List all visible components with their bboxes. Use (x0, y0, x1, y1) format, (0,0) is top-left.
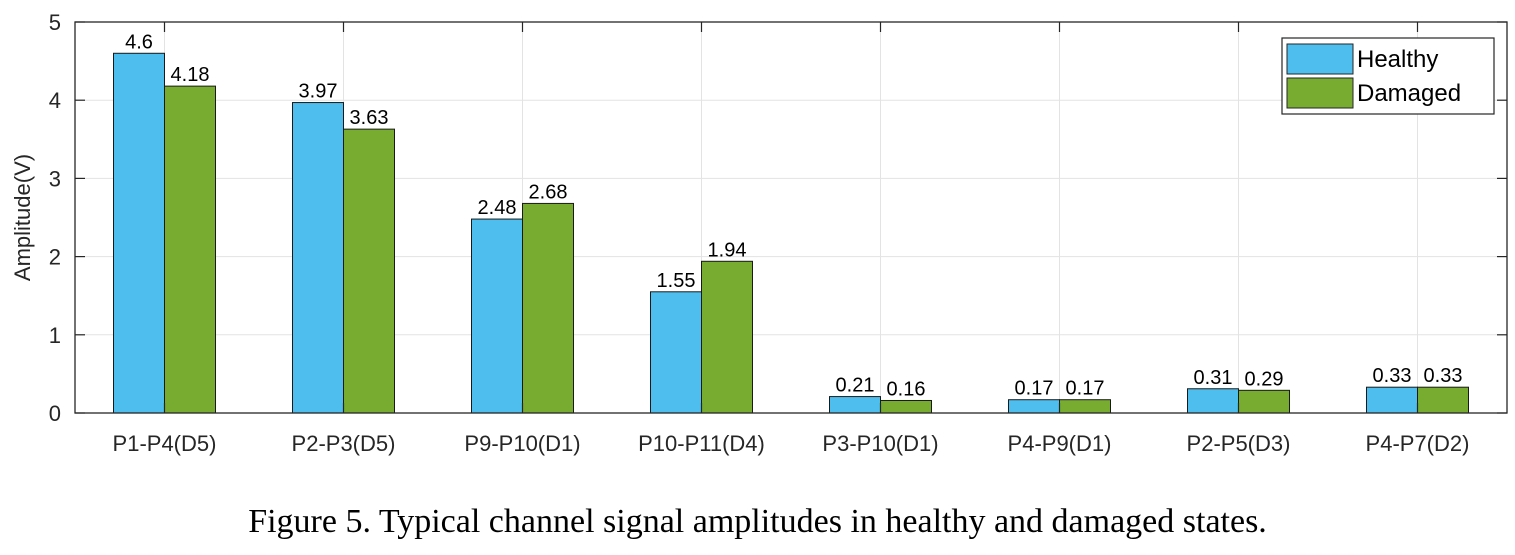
legend-swatch-damaged (1286, 77, 1354, 109)
bar-label-damaged-8: 0.33 (1424, 365, 1463, 387)
bar-label-healthy-6: 0.17 (1015, 378, 1054, 400)
bar-label-healthy-1: 4.6 (125, 31, 153, 53)
bar-label-healthy-5: 0.21 (836, 375, 875, 397)
y-tick-label: 2 (49, 245, 61, 270)
bar-damaged-8 (1417, 386, 1469, 414)
bar-healthy-1 (113, 52, 165, 414)
bar-damaged-6 (1059, 399, 1111, 414)
bar-damaged-3 (522, 202, 574, 414)
figure-caption: Figure 5. Typical channel signal amplitu… (248, 503, 1267, 540)
bar-damaged-2 (343, 128, 395, 414)
bar-label-damaged-3: 2.68 (529, 181, 568, 203)
bar-healthy-6 (1008, 399, 1060, 414)
bar-healthy-3 (471, 218, 523, 414)
bar-label-damaged-4: 1.94 (708, 239, 747, 261)
y-tick-label: 1 (49, 323, 61, 348)
y-tick-label: 3 (49, 166, 61, 191)
legend-label-healthy: Healthy (1357, 46, 1438, 73)
legend-label-damaged: Damaged (1357, 80, 1461, 107)
bar-damaged-4 (701, 260, 753, 414)
y-axis-title: Amplitude(V) (10, 154, 35, 281)
x-tick-label: P4-P7(D2) (1366, 431, 1470, 456)
bar-healthy-4 (650, 291, 702, 414)
bar-label-damaged-6: 0.17 (1066, 378, 1105, 400)
bar-label-healthy-7: 0.31 (1194, 367, 1233, 389)
bar-damaged-7 (1238, 389, 1290, 414)
bar-healthy-8 (1366, 386, 1418, 414)
bar-damaged-5 (880, 399, 932, 414)
bar-label-damaged-1: 4.18 (171, 64, 210, 86)
bars (113, 52, 1469, 414)
bar-damaged-1 (164, 85, 216, 414)
axes-box (74, 21, 1508, 414)
x-tick-label: P10-P11(D4) (638, 431, 765, 456)
x-tick-label: P9-P10(D1) (464, 431, 580, 456)
bar-healthy-7 (1187, 388, 1239, 414)
bar-label-healthy-8: 0.33 (1373, 365, 1412, 387)
bar-label-damaged-2: 3.63 (350, 107, 389, 129)
x-tick-label: P2-P5(D3) (1187, 431, 1291, 456)
y-tick-label: 4 (49, 88, 61, 113)
bar-healthy-2 (292, 102, 344, 414)
bar-chart: 4.64.183.973.632.482.681.551.940.21 0.16 0… (10, 10, 1508, 456)
y-tick-label: 5 (49, 10, 61, 35)
bar-label-healthy-2: 3.97 (299, 81, 338, 103)
x-tick-label: P2-P3(D5) (292, 431, 396, 456)
bar-label-healthy-4: 1.55 (657, 270, 696, 292)
bar-label-damaged-5: 0.16 (887, 378, 926, 400)
legend: Healthy Damaged (1281, 37, 1495, 115)
bar-label-damaged-7: 0.29 (1245, 368, 1284, 390)
bar-label-healthy-3: 2.48 (478, 197, 517, 219)
x-tick-label: P3-P10(D1) (822, 431, 938, 456)
x-tick-label: P4-P9(D1) (1008, 431, 1112, 456)
bar-healthy-5 (829, 396, 881, 414)
legend-swatch-healthy (1286, 43, 1354, 75)
axis-ticks: 0 1 2 3 4 5 P1-P4(D5) P2-P3(D5) P9-P10(D1) P10-P1… (49, 10, 1507, 456)
bar-labels: 4.6 4.18 3.97 3.63 2.48 2.68 1.55 1.94 0.21 0.16 0… (125, 31, 1462, 400)
y-tick-label: 0 (49, 401, 61, 426)
x-tick-label: P1-P4(D5) (113, 431, 217, 456)
